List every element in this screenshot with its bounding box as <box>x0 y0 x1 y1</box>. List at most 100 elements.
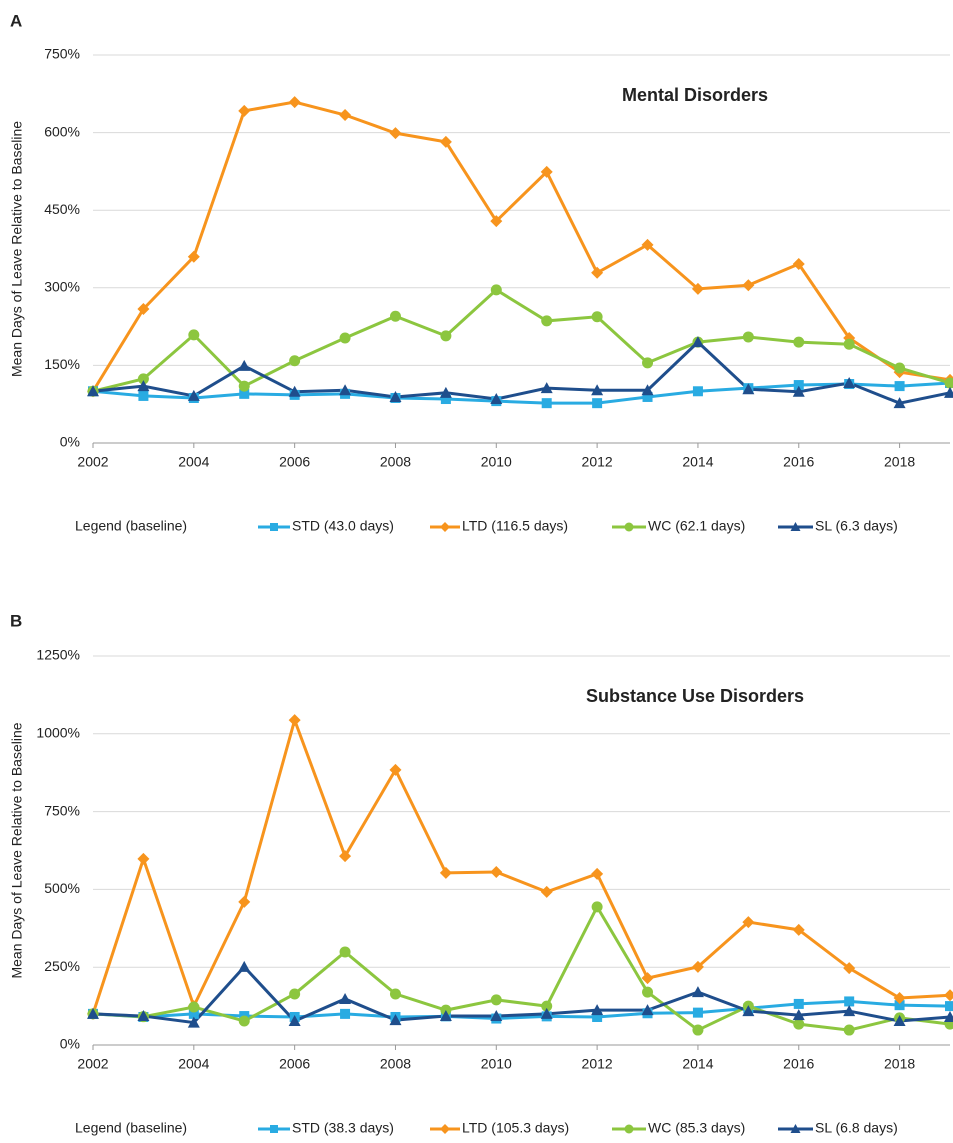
marker <box>793 337 804 348</box>
marker <box>238 896 250 908</box>
marker <box>642 357 653 368</box>
x-tick-label: 2004 <box>178 1056 209 1072</box>
marker <box>592 398 602 408</box>
y-tick-label: 750% <box>44 46 80 62</box>
marker <box>239 1016 250 1027</box>
marker <box>289 96 301 108</box>
x-tick-label: 2012 <box>582 454 613 470</box>
marker <box>844 339 855 350</box>
marker <box>794 999 804 1009</box>
series-line <box>93 342 950 403</box>
marker <box>270 523 278 531</box>
legend-label: LTD (116.5 days) <box>462 518 568 534</box>
marker <box>742 279 754 291</box>
marker <box>491 284 502 295</box>
marker <box>137 853 149 865</box>
marker <box>542 398 552 408</box>
marker <box>592 311 603 322</box>
legend-label: SL (6.8 days) <box>815 1120 898 1136</box>
chart-title: Substance Use Disorders <box>586 686 804 706</box>
marker <box>642 987 653 998</box>
panel-label: B <box>10 611 22 630</box>
marker <box>340 1009 350 1019</box>
marker <box>625 1125 634 1134</box>
marker <box>440 867 452 879</box>
x-tick-label: 2016 <box>783 1056 814 1072</box>
marker <box>270 1125 278 1133</box>
x-tick-label: 2008 <box>380 454 411 470</box>
marker <box>591 868 603 880</box>
legend-title: Legend (baseline) <box>75 1120 187 1136</box>
legend-label: WC (62.1 days) <box>648 518 745 534</box>
series-line <box>93 907 950 1030</box>
marker <box>591 267 603 279</box>
y-tick-label: 300% <box>44 279 80 295</box>
x-tick-label: 2006 <box>279 454 310 470</box>
marker <box>541 315 552 326</box>
marker <box>894 362 905 373</box>
marker <box>188 329 199 340</box>
y-tick-label: 500% <box>44 880 80 896</box>
marker <box>339 993 351 1004</box>
marker <box>945 1001 953 1011</box>
y-tick-label: 1000% <box>36 725 80 741</box>
x-tick-label: 2002 <box>77 1056 108 1072</box>
y-tick-label: 1250% <box>36 647 80 663</box>
marker <box>389 127 401 139</box>
marker <box>289 988 300 999</box>
marker <box>844 1025 855 1036</box>
marker <box>692 986 704 997</box>
series-line <box>93 102 950 391</box>
marker <box>339 109 351 121</box>
y-axis-label: Mean Days of Leave Relative to Baseline <box>9 121 25 377</box>
marker <box>390 311 401 322</box>
marker <box>238 961 250 972</box>
marker <box>844 996 854 1006</box>
series-line <box>93 720 950 1014</box>
y-tick-label: 0% <box>60 1036 80 1052</box>
marker <box>289 714 301 726</box>
y-tick-label: 750% <box>44 802 80 818</box>
marker <box>188 1002 199 1013</box>
legend-label: SL (6.3 days) <box>815 518 898 534</box>
marker <box>693 1008 703 1018</box>
marker <box>491 994 502 1005</box>
marker <box>625 523 634 532</box>
x-tick-label: 2018 <box>884 454 915 470</box>
marker <box>793 1019 804 1030</box>
legend-label: STD (43.0 days) <box>292 518 394 534</box>
marker <box>339 850 351 862</box>
chart-title: Mental Disorders <box>622 85 768 105</box>
y-axis-label: Mean Days of Leave Relative to Baseline <box>9 722 25 978</box>
panel-label: A <box>10 11 22 30</box>
marker <box>440 522 450 532</box>
legend-label: STD (38.3 days) <box>292 1120 394 1136</box>
y-tick-label: 600% <box>44 123 80 139</box>
x-tick-label: 2004 <box>178 454 209 470</box>
marker <box>390 988 401 999</box>
marker <box>693 386 703 396</box>
marker <box>289 355 300 366</box>
marker <box>692 1025 703 1036</box>
x-tick-label: 2010 <box>481 454 512 470</box>
y-tick-label: 0% <box>60 434 80 450</box>
marker <box>592 901 603 912</box>
x-tick-label: 2014 <box>682 454 713 470</box>
y-tick-label: 250% <box>44 958 80 974</box>
x-tick-label: 2012 <box>582 1056 613 1072</box>
x-tick-label: 2018 <box>884 1056 915 1072</box>
marker <box>138 391 148 401</box>
x-tick-label: 2014 <box>682 1056 713 1072</box>
marker <box>490 866 502 878</box>
marker <box>895 381 905 391</box>
x-tick-label: 2002 <box>77 454 108 470</box>
marker <box>440 1124 450 1134</box>
marker <box>239 381 250 392</box>
marker <box>440 330 451 341</box>
x-tick-label: 2016 <box>783 454 814 470</box>
marker <box>743 331 754 342</box>
marker <box>340 332 351 343</box>
x-tick-label: 2010 <box>481 1056 512 1072</box>
marker <box>944 989 953 1001</box>
